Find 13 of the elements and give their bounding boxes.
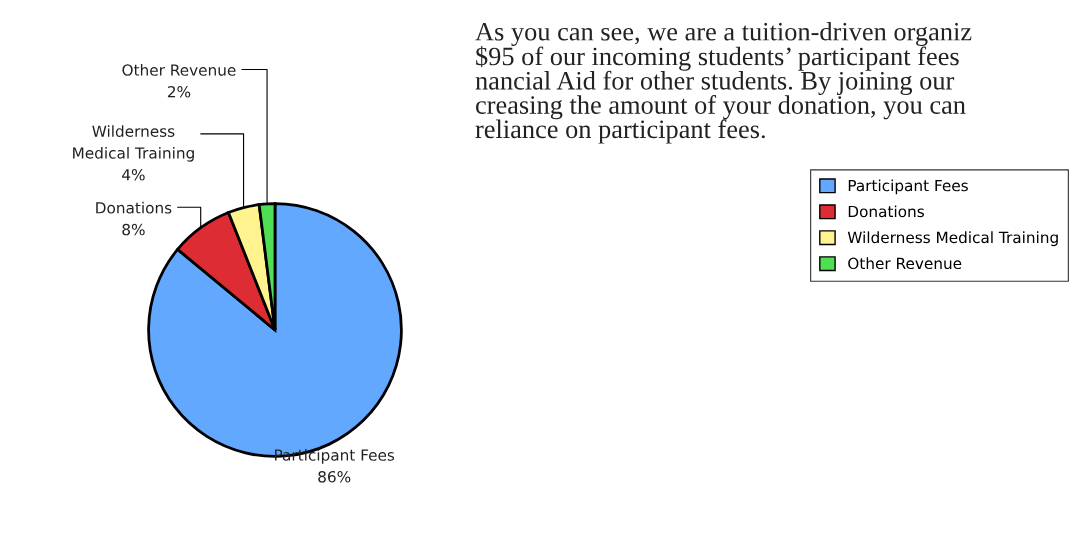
legend-label: Wilderness Medical Training [847, 231, 1058, 247]
text: As you can see, we are a tuition-driven organiz $95 of our incoming students’ participant fees nancial Aid for other students. By joining our creasing the amount of your donation, you can reliance on participant fees. [475, 22, 972, 144]
slice-label: Wilderness Medical Training [73, 125, 194, 162]
slice-label: Other Revenue [122, 63, 236, 76]
legend-label: Donations [848, 205, 924, 218]
data-label: 2% [167, 86, 191, 98]
legend-label: Participant Fees [848, 179, 968, 195]
data-label: 86% [318, 471, 351, 483]
slice-label: Donations [96, 201, 172, 214]
data-label: 4% [122, 168, 145, 181]
slice-label: Participant Fees [275, 448, 395, 464]
legend-label: Other Revenue [848, 257, 962, 270]
data-label: 8% [122, 223, 145, 236]
